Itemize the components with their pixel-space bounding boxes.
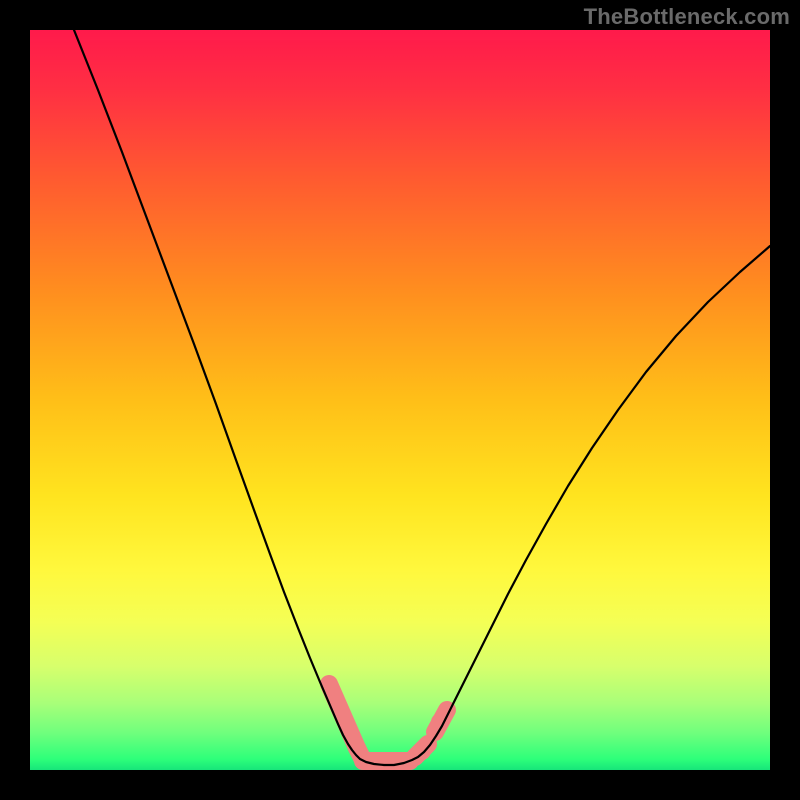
watermark-text: TheBottleneck.com	[584, 4, 790, 30]
outer-frame: TheBottleneck.com	[0, 0, 800, 800]
bottleneck-chart	[30, 30, 770, 770]
plot-area	[30, 30, 770, 770]
gradient-background	[30, 30, 770, 770]
